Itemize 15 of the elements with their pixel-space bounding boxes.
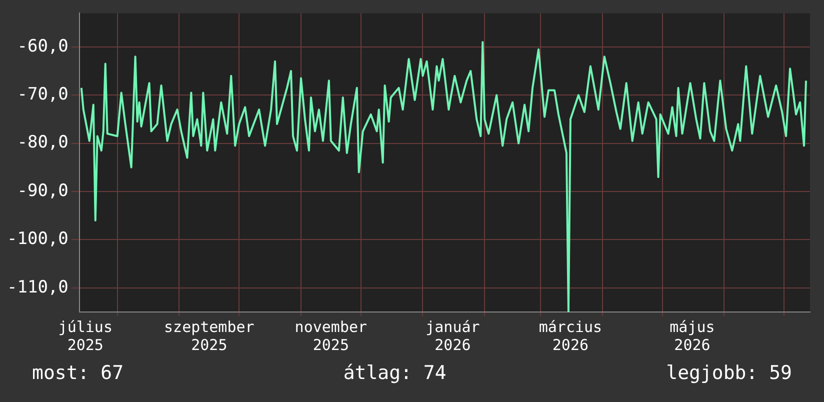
text: átlag: 74 bbox=[343, 362, 446, 384]
x-tick-label: május 2026 bbox=[670, 318, 715, 354]
text: most: 67 bbox=[32, 362, 124, 384]
y-tick-label: -90,0 bbox=[17, 180, 68, 201]
y-tick-label: -100,0 bbox=[6, 229, 68, 250]
y-tick-label: -70,0 bbox=[17, 84, 68, 105]
y-tick-label: -80,0 bbox=[17, 132, 68, 153]
y-tick-label: -110,0 bbox=[6, 277, 68, 298]
x-tick-label: szeptember 2025 bbox=[164, 318, 254, 354]
x-tick-label: november 2025 bbox=[294, 318, 368, 354]
y-tick-label: -60,0 bbox=[17, 36, 68, 56]
x-tick-label: július 2025 bbox=[58, 318, 112, 354]
text: legjobb: 59 bbox=[666, 362, 792, 384]
x-tick-label: január 2026 bbox=[426, 318, 480, 354]
x-tick-label: március 2026 bbox=[538, 318, 602, 354]
